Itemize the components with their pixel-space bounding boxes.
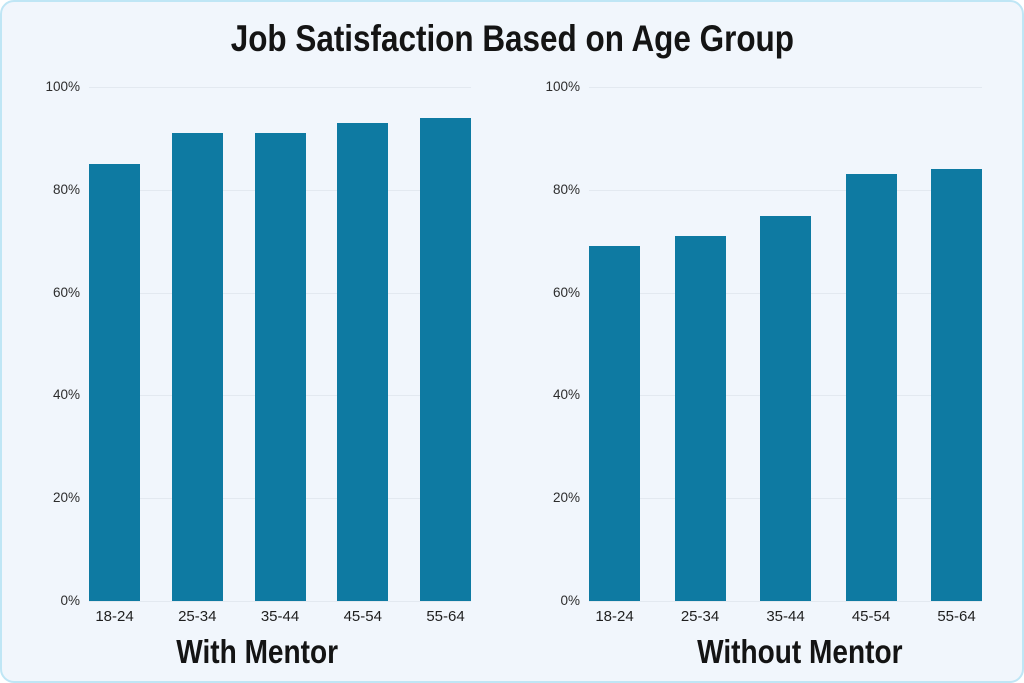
bar-45-54 [337,122,389,601]
x-axis-labels: 18-24 25-34 35-44 45-54 55-64 [589,608,982,625]
chart-subtitle-with-mentor: With Mentor [176,633,339,670]
y-axis: 0% 20% 40% 60% 80% 100% [544,79,580,620]
bar-25-34 [674,236,726,601]
x-tick-label-45-54: 45-54 [851,608,891,625]
y-tick-label-60: 60% [552,284,580,300]
y-tick-label-0: 0% [560,593,580,608]
bar-18-24 [89,164,140,601]
x-axis-labels: 18-24 25-34 35-44 45-54 55-64 [89,608,471,625]
gridline-100 [89,87,471,88]
chart-subtitle-without-mentor: Without Mentor [697,633,903,670]
y-tick-label-20: 20% [52,490,80,506]
y-tick-label-20: 20% [552,490,580,506]
bar-series [589,87,982,601]
y-axis: 0% 20% 40% 60% 80% 100% [44,79,80,620]
gridline-100 [589,87,982,88]
x-tick-label-35-44: 35-44 [766,608,805,625]
y-tick-label-0: 0% [60,593,80,608]
gridline-80 [589,189,982,191]
y-tick-label-60: 60% [52,284,80,300]
bar-35-44 [760,215,811,601]
bar-55-64 [420,117,471,601]
x-tick-label-25-34: 25-34 [680,608,720,625]
bar-18-24 [589,246,640,601]
y-tick-label-80: 80% [552,181,580,197]
y-tick-label-100: 100% [545,79,580,94]
bar-25-34 [171,133,223,601]
x-tick-label-18-24: 18-24 [95,608,134,625]
x-tick-label-55-64: 55-64 [937,608,976,625]
plot-area [89,87,471,602]
x-tick-label-18-24: 18-24 [595,608,634,625]
x-tick-label-45-54: 45-54 [343,608,382,625]
bar-55-64 [931,169,982,601]
y-tick-label-40: 40% [552,387,580,403]
title-row: Job Satisfaction Based on Age Group [2,15,1022,71]
bar-35-44 [254,133,306,601]
chart-without-mentor: 0% 20% 40% 60% 80% 100% 18-24 25-34 35-44 45-54 5… [544,79,982,681]
chart-with-mentor: 0% 20% 40% 60% 80% 100% 18-24 25-34 35-44 45-54 5… [44,79,471,681]
y-tick-label-40: 40% [52,387,80,403]
x-tick-label-25-34: 25-34 [178,608,217,625]
plot-area [589,87,982,602]
chart-title: Job Satisfaction Based on Age Group [230,18,794,59]
subtitle-row: Without Mentor [544,630,982,681]
gridline-0 [89,601,471,602]
x-tick-label-35-44: 35-44 [260,608,300,625]
subtitle-row: With Mentor [44,630,471,681]
gridline-0 [589,601,982,602]
bar-series [89,87,471,601]
bar-45-54 [845,174,897,601]
x-tick-label-55-64: 55-64 [426,608,465,625]
y-tick-label-100: 100% [45,79,80,94]
y-tick-label-80: 80% [52,181,80,197]
